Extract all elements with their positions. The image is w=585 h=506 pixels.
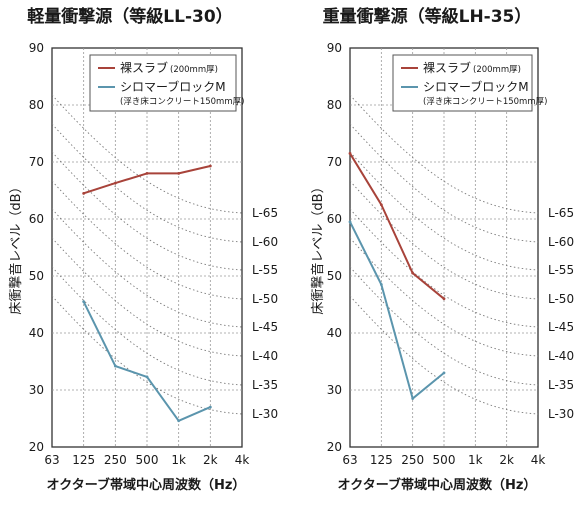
chart-panel-1: 軽量衝撃源（等級LL-30） L-65 L-60 L-55 L-50 L-45 L-40 L-… [8, 6, 278, 493]
rating-curve-line [350, 151, 538, 271]
x-axis-label: オクターブ帯域中心周波数（Hz） [338, 477, 537, 493]
rating-curve-line [350, 208, 538, 328]
x-tick-label: 4k [531, 453, 546, 467]
data-point [177, 172, 181, 175]
data-point [348, 220, 352, 224]
y-tick-label: 40 [327, 326, 342, 340]
x-tick-label: 1k [468, 453, 483, 467]
y-tick-label: 60 [29, 212, 44, 226]
data-point [411, 397, 415, 400]
x-tick-label: 63 [44, 453, 59, 467]
data-point [82, 191, 86, 195]
legend: 裸スラブ (200mm厚) シロマーブロックM (浮き床コンクリート150mm厚) [89, 54, 244, 112]
data-point [82, 300, 86, 304]
rating-curve-line [350, 237, 538, 357]
chart-panel-2: 重量衝撃源（等級LH-35） L-65 L-60 L-55 L-50 L-45 L-40 L-… [310, 6, 574, 493]
legend-box [392, 54, 533, 112]
x-tick-label: 4k [235, 453, 250, 467]
rating-curve-label: L-30 [252, 407, 278, 421]
x-tick-label: 1k [171, 453, 186, 467]
y-tick-label: 80 [29, 98, 44, 112]
y-tick-label: 70 [327, 155, 342, 169]
x-tick-label: 250 [104, 453, 127, 467]
rating-curve-label: L-45 [252, 320, 278, 334]
data-point [208, 164, 212, 168]
rating-curves [350, 94, 538, 415]
x-tick-label: 2k [203, 453, 218, 467]
rating-curve-line [350, 94, 538, 214]
data-point [411, 271, 415, 275]
data-point [113, 364, 117, 368]
y-tick-label: 90 [29, 41, 44, 55]
x-tick-label: 250 [401, 453, 424, 467]
y-tick-label: 50 [327, 269, 342, 283]
rating-curve-label: L-65 [252, 206, 278, 220]
legend-label-2: シロマーブロックM [120, 79, 226, 94]
rating-curve-label: L-35 [548, 378, 574, 392]
data-point [379, 283, 383, 286]
legend-note-2: (浮き床コンクリート150mm厚) [120, 96, 244, 107]
y-tick-label: 90 [327, 41, 342, 55]
rating-curve-label: L-60 [252, 235, 278, 249]
legend-box [89, 54, 237, 112]
x-tick-label: 125 [370, 453, 393, 467]
legend-note-1: (200mm厚) [170, 65, 218, 75]
chart-title: 軽量衝撃源（等級LL-30） [27, 6, 232, 27]
y-tick-label: 40 [29, 326, 44, 340]
rating-curve-label: L-50 [548, 292, 574, 306]
rating-curve-line [350, 180, 538, 300]
y-tick-label: 30 [327, 383, 342, 397]
y-axis-label: 床衝撃音レベル（dB） [310, 180, 326, 314]
legend-label-2: シロマーブロックM [423, 79, 529, 94]
rating-curve-label: L-40 [252, 349, 278, 363]
rating-curve-label: L-35 [252, 378, 278, 392]
y-tick-label: 20 [327, 440, 342, 454]
rating-curve-label: L-50 [252, 292, 278, 306]
rating-curve-line [350, 123, 538, 243]
rating-curve-label: L-45 [548, 320, 574, 334]
data-point [348, 152, 352, 155]
legend: 裸スラブ (200mm厚) シロマーブロックM (浮き床コンクリート150mm厚) [392, 54, 547, 112]
x-axis-label: オクターブ帯域中心周波数（Hz） [47, 477, 246, 493]
data-point [177, 419, 181, 423]
rating-curve-label: L-30 [548, 407, 574, 421]
y-tick-label: 80 [327, 98, 342, 112]
legend-label-1: 裸スラブ [423, 60, 471, 75]
x-tick-label: 2k [499, 453, 514, 467]
y-tick-label: 70 [29, 155, 44, 169]
y-tick-label: 60 [327, 212, 342, 226]
legend-note-1: (200mm厚) [473, 65, 521, 75]
y-tick-label: 50 [29, 269, 44, 283]
y-tick-label: 30 [29, 383, 44, 397]
data-point [442, 371, 446, 375]
data-point [113, 181, 117, 185]
data-point [379, 203, 383, 207]
rating-curve-label: L-65 [548, 206, 574, 220]
data-point [145, 172, 149, 175]
legend-label-1: 裸スラブ [120, 60, 168, 75]
x-tick-label: 125 [72, 453, 95, 467]
x-tick-label: 500 [433, 453, 456, 467]
y-tick-label: 20 [29, 440, 44, 454]
rating-curve-label: L-60 [548, 235, 574, 249]
x-tick-label: 500 [136, 453, 159, 467]
rating-curve-line [350, 295, 538, 415]
chart-title: 重量衝撃源（等級LH-35） [323, 6, 532, 27]
data-point [442, 297, 446, 301]
data-point [208, 405, 212, 409]
rating-curve-line [350, 266, 538, 386]
series-line-2 [349, 221, 445, 400]
y-axis-label: 床衝撃音レベル（dB） [8, 180, 24, 314]
series-line-1 [349, 152, 445, 300]
rating-curve-label: L-55 [548, 263, 574, 277]
legend-note-2: (浮き床コンクリート150mm厚) [423, 96, 547, 107]
data-point [145, 375, 149, 379]
rating-curve-label: L-55 [252, 263, 278, 277]
x-tick-label: 63 [342, 453, 357, 467]
rating-curve-label: L-40 [548, 349, 574, 363]
